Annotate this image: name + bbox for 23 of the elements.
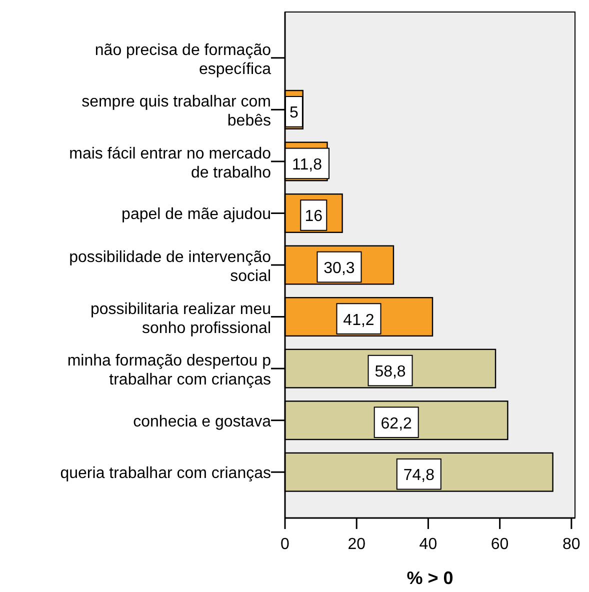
x-tick-label: 40	[419, 536, 438, 553]
data-label: 5	[289, 104, 298, 122]
data-label: 30,3	[324, 260, 355, 277]
y-tick-label: possibilidade de intervenção social	[69, 249, 272, 285]
y-tick-label: mais fácil entrar no mercado de trabalho	[69, 145, 272, 182]
y-tick-label: minha formação despertou p trabalhar com crianças	[67, 352, 272, 389]
x-tick-label: 60	[490, 536, 509, 553]
data-label: 41,2	[343, 312, 374, 329]
data-label: 62,2	[380, 415, 412, 432]
y-tick-label: possibilitaria realizar meu sonho profissional	[90, 300, 271, 337]
x-tick-label: 0	[280, 536, 290, 553]
y-tick-label: conhecia e gostava	[133, 413, 272, 430]
data-label: 11,8	[292, 156, 322, 174]
y-tick-label: queria trabalhar com crianças	[60, 465, 271, 482]
x-tick-label: 20	[348, 536, 366, 553]
data-label: 74,8	[403, 467, 435, 484]
x-tick-label: 80	[562, 536, 580, 553]
y-tick-label: papel de mãe ajudou	[122, 206, 271, 224]
data-label: 58,8	[374, 364, 406, 381]
y-tick-label: sempre quis trabalhar com bebês	[82, 94, 271, 130]
y-tick-label: não precisa de formação específica	[94, 42, 272, 78]
x-axis-title: % > 0	[406, 568, 454, 588]
data-label: 16	[304, 208, 323, 226]
